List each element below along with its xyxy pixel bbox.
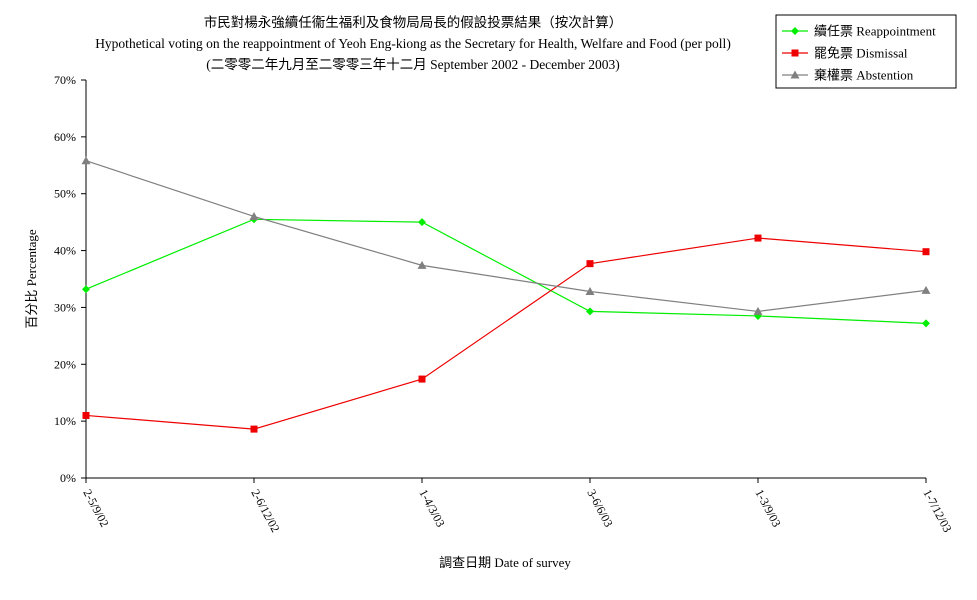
data-point — [81, 156, 91, 165]
chart-title: 市民對楊永強續任衞生福利及食物局局長的假設投票結果（按次計算） — [204, 14, 623, 31]
x-tick-label: 1-7/12/03 — [920, 487, 954, 535]
y-tick-label: 70% — [54, 73, 76, 87]
x-tick-label: 2-5/9/02 — [80, 487, 111, 529]
data-point — [82, 411, 90, 419]
series-line — [85, 160, 927, 313]
data-point — [791, 49, 799, 57]
data-point — [586, 260, 594, 268]
data-point — [921, 285, 931, 294]
data-point — [790, 70, 800, 79]
series-triangle — [81, 156, 931, 315]
series-diamond — [82, 215, 930, 328]
x-tick-label: 1-4/3/03 — [416, 487, 447, 529]
y-tick-label: 40% — [54, 244, 76, 258]
data-point — [585, 287, 595, 296]
legend-box — [775, 14, 957, 89]
y-axis-label: 百分比 Percentage — [24, 229, 39, 329]
data-point — [754, 234, 762, 242]
x-axis-label: 調查日期 Date of survey — [439, 555, 571, 570]
data-point — [922, 319, 930, 328]
data-point — [791, 27, 799, 35]
data-point — [417, 260, 427, 269]
y-tick-label: 50% — [54, 187, 76, 201]
data-point — [82, 285, 90, 294]
series-layer — [81, 156, 931, 433]
y-tick-label: 20% — [54, 357, 76, 371]
y-tick-label: 0% — [60, 471, 76, 485]
chart-subtitle-date-range: (二零零二年九月至二零零三年十二月 September 2002 - Decem… — [206, 57, 620, 72]
data-point — [418, 218, 426, 227]
data-point — [418, 375, 426, 383]
y-tick-label: 10% — [54, 414, 76, 428]
data-point — [249, 211, 259, 220]
x-tick-label: 2-6/12/02 — [248, 487, 282, 535]
data-point — [753, 306, 763, 315]
x-tick-label: 1-3/9/03 — [752, 487, 783, 529]
data-point — [250, 425, 258, 433]
data-point — [922, 248, 930, 256]
series-square — [82, 234, 930, 433]
legend-entry: 續任票 Reappointment — [814, 24, 936, 39]
series-line — [85, 237, 927, 430]
series-line — [85, 218, 927, 324]
x-tick-label: 3-6/6/03 — [584, 487, 615, 529]
legend-entry: 罷免票 Dismissal — [814, 46, 908, 61]
y-tick-label: 30% — [54, 300, 76, 314]
y-tick-label: 60% — [54, 130, 76, 144]
data-point — [586, 307, 594, 316]
legend: 續任票 Reappointment 罷免票 Dismissal 棄權票 Absten… — [775, 14, 957, 89]
legend-entry: 棄權票 Abstention — [814, 68, 914, 83]
chart-subtitle: Hypothetical voting on the reappointment… — [95, 36, 731, 51]
